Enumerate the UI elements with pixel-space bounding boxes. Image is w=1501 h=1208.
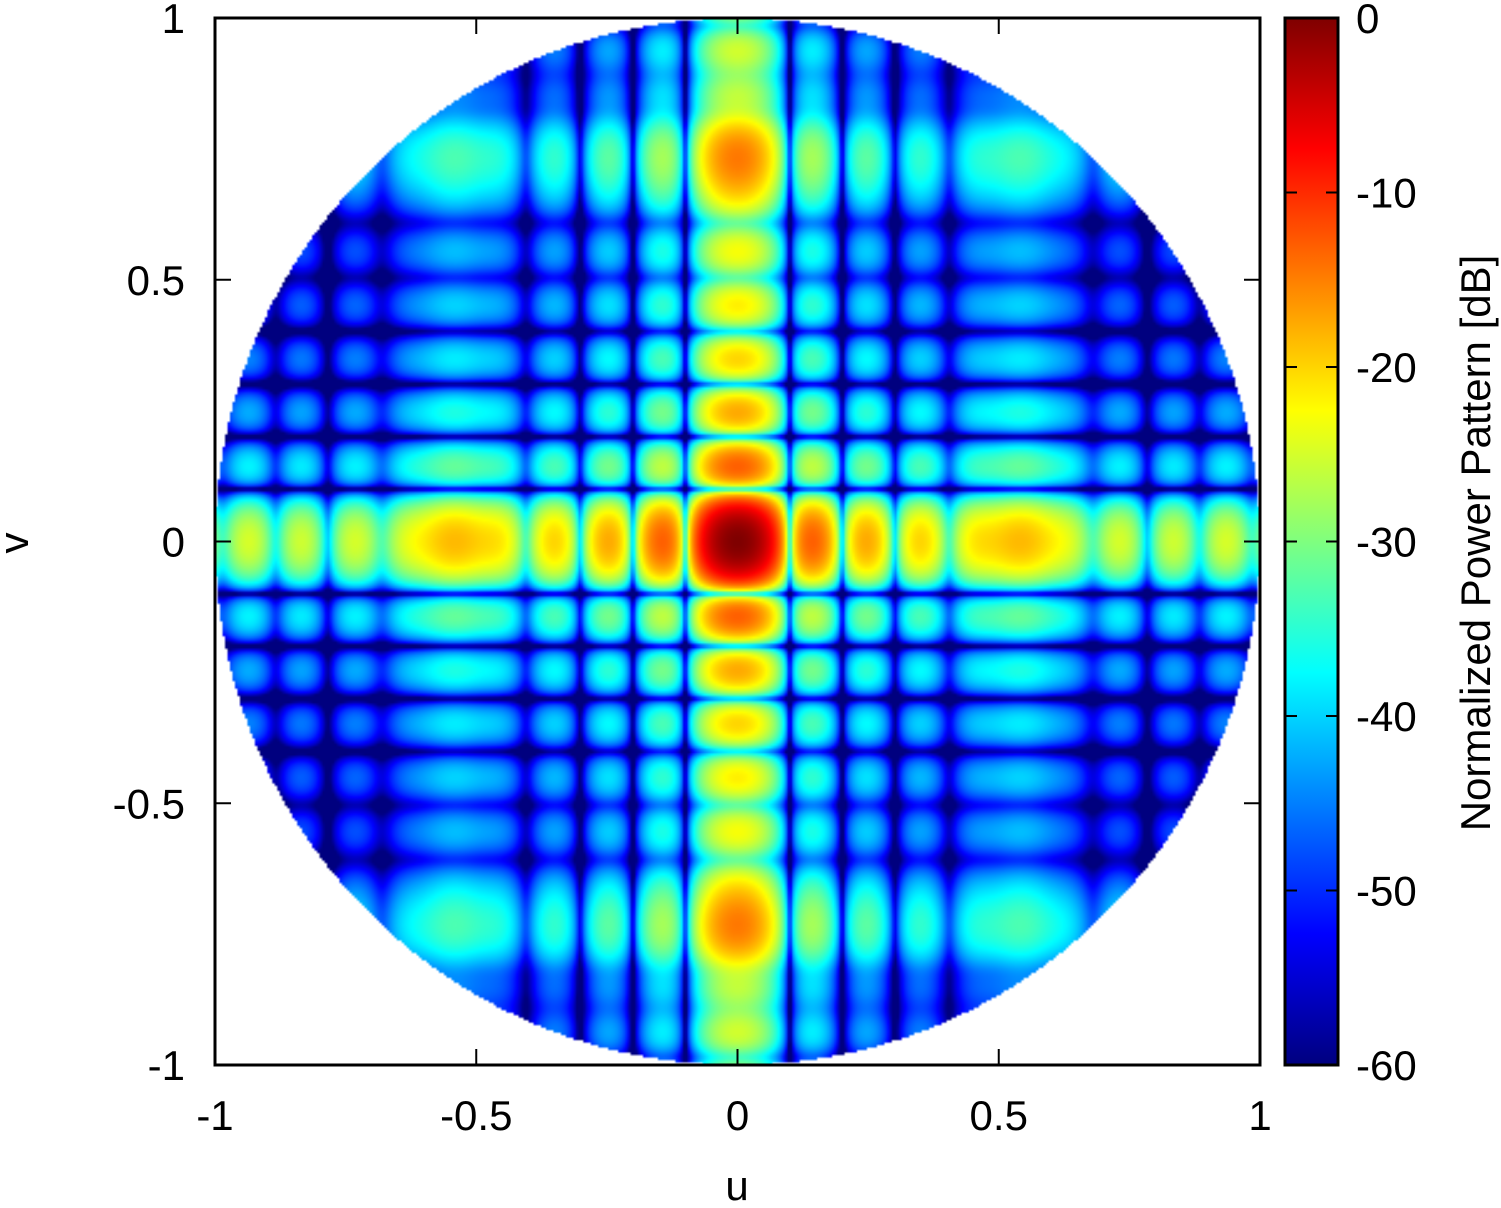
colorbar-tick-label: -60 — [1356, 1042, 1417, 1089]
colorbar-title: Normalized Power Pattern [dB] — [1452, 255, 1499, 832]
colorbar-tick-label: -10 — [1356, 170, 1417, 217]
heatmap-image — [215, 18, 1260, 1065]
colorbar-tick-label: -40 — [1356, 693, 1417, 740]
colorbar-tick-label: -30 — [1356, 519, 1417, 566]
y-tick-label: 0.5 — [127, 257, 185, 304]
x-axis-title: u — [725, 1162, 748, 1208]
y-axis-title: v — [0, 533, 37, 554]
colorbar-tick-label: -20 — [1356, 344, 1417, 391]
y-tick-label: -0.5 — [113, 780, 185, 827]
colorbar-tick-label: 0 — [1356, 0, 1379, 42]
colorbar-ticks: 0 -10 -20 -30 -40 -50 -60 — [1285, 0, 1417, 1089]
y-tick-label: -1 — [148, 1042, 185, 1089]
x-tick-label: 0 — [726, 1092, 749, 1139]
x-tick-label: -1 — [196, 1092, 233, 1139]
y-tick-label: 1 — [162, 0, 185, 42]
y-tick-label: 0 — [162, 519, 185, 566]
x-tick-label: 1 — [1248, 1092, 1271, 1139]
colorbar-tick-label: -50 — [1356, 868, 1417, 915]
x-tick-label: 0.5 — [970, 1092, 1028, 1139]
x-tick-label: -0.5 — [440, 1092, 512, 1139]
y-axis-ticks: -1 -0.5 0 0.5 1 — [113, 0, 1260, 1089]
x-axis-ticks: -1 -0.5 0 0.5 1 — [196, 18, 1272, 1139]
